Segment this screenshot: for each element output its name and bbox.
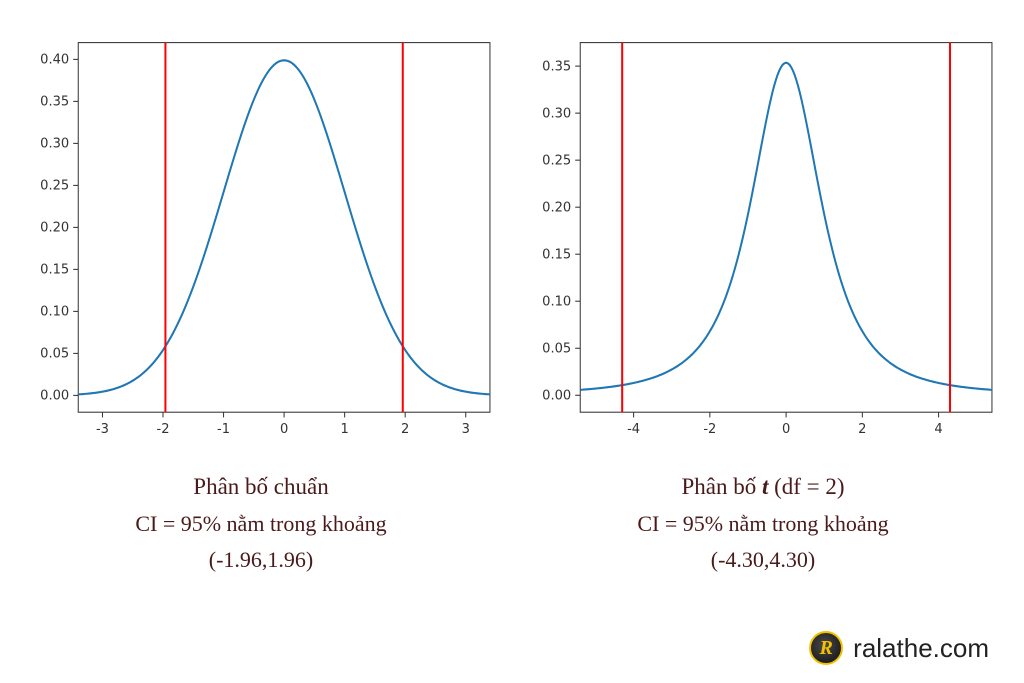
svg-text:0.15: 0.15 bbox=[40, 262, 69, 277]
svg-text:0.35: 0.35 bbox=[40, 94, 69, 109]
captions-row: Phân bố chuẩn CI = 95% nằm trong khoảng … bbox=[20, 468, 1004, 579]
svg-text:0.10: 0.10 bbox=[40, 304, 69, 319]
page-container: -3 -2 -1 0 1 2 3 0.00 0.05 0.10 0.15 0.20 0.25 0.30 0.… bbox=[0, 0, 1024, 683]
svg-text:0.40: 0.40 bbox=[40, 52, 69, 67]
svg-text:0.10: 0.10 bbox=[542, 294, 571, 309]
footer: R ralathe.com bbox=[809, 631, 989, 665]
svg-text:0.05: 0.05 bbox=[40, 346, 69, 361]
svg-text:2: 2 bbox=[858, 422, 866, 437]
right-chart-column: -4 -2 0 2 4 0.00 0.05 0.10 0.15 0.20 0.25 0.30 0.35 bbox=[522, 30, 1004, 450]
right-caption-line2: CI = 95% nằm trong khoảng bbox=[522, 506, 1004, 542]
svg-text:0.25: 0.25 bbox=[542, 153, 571, 168]
svg-text:-3: -3 bbox=[96, 422, 109, 437]
svg-text:0.30: 0.30 bbox=[40, 136, 69, 151]
svg-text:-2: -2 bbox=[703, 422, 716, 437]
right-caption-title: Phân bố t (df = 2) bbox=[522, 468, 1004, 506]
svg-text:0.30: 0.30 bbox=[542, 106, 571, 121]
charts-row: -3 -2 -1 0 1 2 3 0.00 0.05 0.10 0.15 0.20 0.25 0.30 0.… bbox=[20, 30, 1004, 450]
svg-text:0.00: 0.00 bbox=[542, 388, 571, 403]
left-chart: -3 -2 -1 0 1 2 3 0.00 0.05 0.10 0.15 0.20 0.25 0.30 0.… bbox=[20, 30, 502, 450]
logo-icon: R bbox=[809, 631, 843, 665]
svg-text:3: 3 bbox=[462, 422, 470, 437]
left-caption-line3: (-1.96,1.96) bbox=[20, 542, 502, 578]
left-caption-title: Phân bố chuẩn bbox=[20, 468, 502, 506]
svg-text:-2: -2 bbox=[156, 422, 169, 437]
right-chart: -4 -2 0 2 4 0.00 0.05 0.10 0.15 0.20 0.25 0.30 0.35 bbox=[522, 30, 1004, 450]
svg-text:0.05: 0.05 bbox=[542, 341, 571, 356]
right-caption-line3: (-4.30,4.30) bbox=[522, 542, 1004, 578]
svg-text:0.15: 0.15 bbox=[542, 247, 571, 262]
svg-text:0.00: 0.00 bbox=[40, 388, 69, 403]
svg-text:0: 0 bbox=[280, 422, 288, 437]
right-caption-title-pre: Phân bố bbox=[681, 474, 762, 499]
svg-text:0: 0 bbox=[782, 422, 790, 437]
left-caption: Phân bố chuẩn CI = 95% nằm trong khoảng … bbox=[20, 468, 502, 579]
svg-text:0.20: 0.20 bbox=[542, 200, 571, 215]
svg-text:0.20: 0.20 bbox=[40, 220, 69, 235]
logo-letter: R bbox=[819, 637, 832, 660]
svg-text:0.35: 0.35 bbox=[542, 59, 571, 74]
footer-text: ralathe.com bbox=[853, 633, 989, 664]
svg-text:-1: -1 bbox=[217, 422, 230, 437]
right-caption: Phân bố t (df = 2) CI = 95% nằm trong kh… bbox=[522, 468, 1004, 579]
right-caption-title-post: (df = 2) bbox=[768, 474, 844, 499]
left-caption-line2: CI = 95% nằm trong khoảng bbox=[20, 506, 502, 542]
svg-text:4: 4 bbox=[934, 422, 942, 437]
svg-text:-4: -4 bbox=[627, 422, 640, 437]
svg-text:1: 1 bbox=[340, 422, 348, 437]
svg-text:2: 2 bbox=[401, 422, 409, 437]
svg-text:0.25: 0.25 bbox=[40, 178, 69, 193]
left-chart-column: -3 -2 -1 0 1 2 3 0.00 0.05 0.10 0.15 0.20 0.25 0.30 0.… bbox=[20, 30, 502, 450]
